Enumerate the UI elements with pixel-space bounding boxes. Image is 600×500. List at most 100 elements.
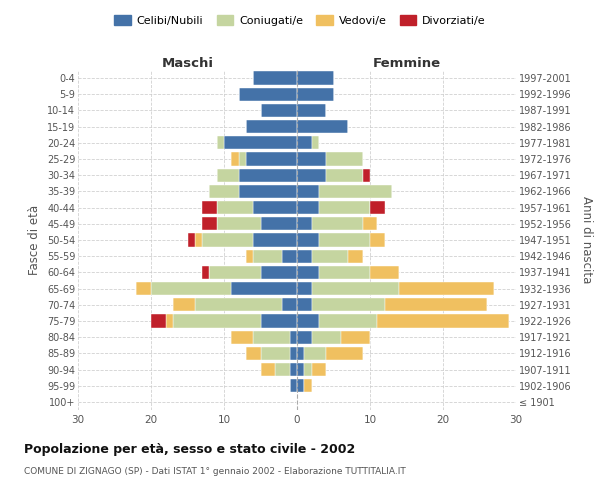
Bar	[311, 298, 385, 312]
Text: COMUNE DI ZIGNAGO (SP) - Dati ISTAT 1° gennaio 2002 - Elaborazione TUTTITALIA.IT: COMUNE DI ZIGNAGO (SP) - Dati ISTAT 1° g…	[24, 468, 406, 476]
Bar	[385, 298, 487, 312]
Bar	[246, 152, 297, 166]
Bar	[253, 234, 297, 246]
Legend: Celibi/Nubili, Coniugati/e, Vedovi/e, Divorziati/e: Celibi/Nubili, Coniugati/e, Vedovi/e, Di…	[110, 10, 490, 30]
Bar	[297, 104, 326, 117]
Bar	[217, 217, 260, 230]
Bar	[319, 185, 392, 198]
Bar	[283, 298, 297, 312]
Bar	[297, 314, 319, 328]
Bar	[297, 330, 311, 344]
Bar	[319, 201, 370, 214]
Text: Popolazione per età, sesso e stato civile - 2002: Popolazione per età, sesso e stato civil…	[24, 442, 355, 456]
Bar	[136, 282, 151, 295]
Bar	[209, 185, 239, 198]
Bar	[297, 185, 319, 198]
Bar	[311, 136, 319, 149]
Bar	[304, 346, 326, 360]
Bar	[209, 266, 260, 279]
Bar	[319, 234, 370, 246]
Bar	[283, 250, 297, 263]
Bar	[297, 250, 311, 263]
Bar	[239, 168, 297, 182]
Bar	[297, 201, 319, 214]
Bar	[297, 363, 304, 376]
Bar	[232, 330, 253, 344]
Bar	[260, 266, 297, 279]
Bar	[195, 234, 202, 246]
Bar	[297, 88, 334, 101]
Bar	[246, 250, 253, 263]
Bar	[202, 266, 209, 279]
Y-axis label: Fasce di età: Fasce di età	[28, 205, 41, 275]
Text: Femmine: Femmine	[373, 57, 440, 70]
Bar	[297, 266, 319, 279]
Bar	[297, 234, 319, 246]
Bar	[151, 314, 166, 328]
Bar	[304, 363, 311, 376]
Bar	[239, 185, 297, 198]
Bar	[297, 72, 334, 85]
Bar	[377, 314, 509, 328]
Bar	[311, 330, 341, 344]
Bar	[363, 168, 370, 182]
Bar	[246, 346, 260, 360]
Bar	[311, 282, 399, 295]
Bar	[260, 363, 275, 376]
Bar	[260, 314, 297, 328]
Bar	[166, 314, 173, 328]
Bar	[253, 250, 283, 263]
Bar	[304, 379, 311, 392]
Bar	[260, 104, 297, 117]
Bar	[297, 136, 311, 149]
Bar	[173, 314, 260, 328]
Bar	[311, 250, 348, 263]
Bar	[297, 120, 348, 134]
Bar	[341, 330, 370, 344]
Bar	[370, 266, 399, 279]
Bar	[297, 217, 311, 230]
Bar	[363, 217, 377, 230]
Bar	[297, 282, 311, 295]
Bar	[232, 152, 239, 166]
Bar	[297, 168, 326, 182]
Bar	[188, 234, 195, 246]
Y-axis label: Anni di nascita: Anni di nascita	[580, 196, 593, 284]
Bar	[370, 234, 385, 246]
Bar	[232, 282, 297, 295]
Text: Maschi: Maschi	[161, 57, 214, 70]
Bar	[319, 314, 377, 328]
Bar	[224, 136, 297, 149]
Bar	[151, 282, 232, 295]
Bar	[239, 88, 297, 101]
Bar	[173, 298, 195, 312]
Bar	[297, 152, 326, 166]
Bar	[348, 250, 363, 263]
Bar	[246, 120, 297, 134]
Bar	[319, 266, 370, 279]
Bar	[311, 217, 363, 230]
Bar	[370, 201, 385, 214]
Bar	[195, 298, 283, 312]
Bar	[290, 346, 297, 360]
Bar	[217, 136, 224, 149]
Bar	[290, 330, 297, 344]
Bar	[297, 379, 304, 392]
Bar	[253, 72, 297, 85]
Bar	[253, 330, 290, 344]
Bar	[399, 282, 494, 295]
Bar	[260, 217, 297, 230]
Bar	[290, 363, 297, 376]
Bar	[290, 379, 297, 392]
Bar	[311, 363, 326, 376]
Bar	[202, 201, 217, 214]
Bar	[260, 346, 290, 360]
Bar	[202, 217, 217, 230]
Bar	[239, 152, 246, 166]
Bar	[326, 346, 363, 360]
Bar	[217, 168, 239, 182]
Bar	[297, 346, 304, 360]
Bar	[326, 168, 363, 182]
Bar	[326, 152, 363, 166]
Bar	[253, 201, 297, 214]
